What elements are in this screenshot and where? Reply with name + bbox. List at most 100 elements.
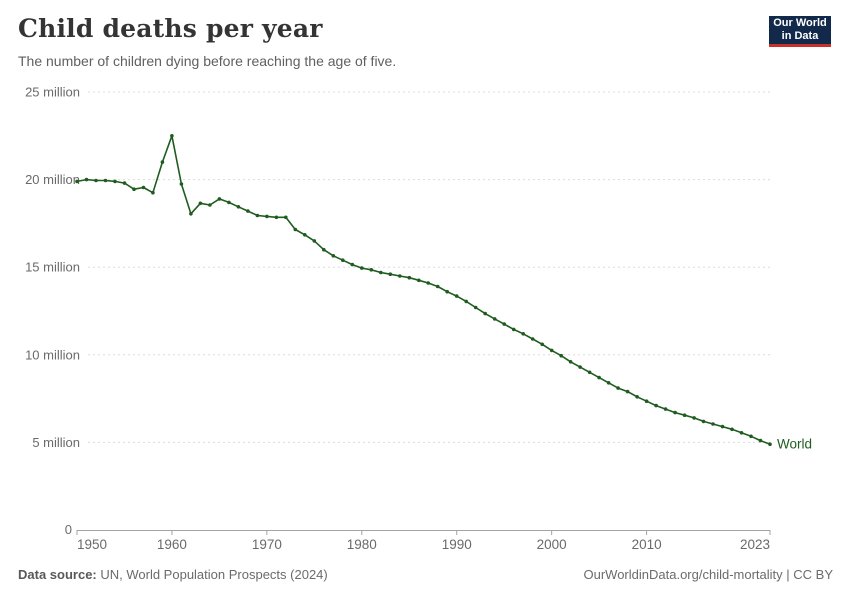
data-point-marker xyxy=(435,284,440,289)
data-point-marker xyxy=(445,289,450,294)
data-point-marker xyxy=(540,342,544,347)
data-point-marker xyxy=(208,203,212,207)
data-point-marker xyxy=(530,337,535,341)
data-point-marker xyxy=(682,413,687,418)
data-point-marker xyxy=(758,438,763,443)
data-point-marker xyxy=(720,424,725,429)
data-point-marker xyxy=(407,275,412,280)
data-point-marker xyxy=(360,266,364,270)
data-point-marker xyxy=(701,419,706,424)
world-line xyxy=(76,135,771,446)
data-point-marker xyxy=(730,427,734,432)
data-point-marker xyxy=(673,410,677,415)
data-point-marker xyxy=(559,353,563,358)
data-point-marker xyxy=(749,434,753,439)
data-point-marker xyxy=(388,272,393,277)
data-point-marker xyxy=(160,160,165,164)
data-point-marker xyxy=(179,182,184,186)
x-axis-label: 1980 xyxy=(347,537,377,552)
owid-logo[interactable]: Our World in Data xyxy=(769,16,831,47)
world-end-label: World xyxy=(777,437,812,452)
data-point-marker xyxy=(502,322,507,326)
y-axis-label: 10 million xyxy=(25,347,80,362)
data-point-marker xyxy=(578,365,582,369)
y-axis-label-0: 0 xyxy=(65,522,72,537)
data-point-marker xyxy=(350,262,355,267)
data-point-marker xyxy=(236,205,241,209)
chart-footer: Data source: UN, World Population Prospe… xyxy=(18,567,833,582)
data-point-marker xyxy=(587,370,592,375)
data-point-marker xyxy=(606,381,611,385)
data-point-marker xyxy=(454,294,459,298)
data-point-marker xyxy=(103,178,108,183)
x-axis-label: 1950 xyxy=(77,537,107,552)
x-axis-label: 1970 xyxy=(252,537,282,552)
data-point-marker xyxy=(151,190,155,195)
data-point-marker xyxy=(711,422,715,426)
data-source-text: Data source: UN, World Population Prospe… xyxy=(18,567,328,582)
data-point-marker xyxy=(141,185,146,190)
x-axis-label: 1960 xyxy=(157,537,187,552)
data-point-marker xyxy=(597,375,601,380)
data-point-marker xyxy=(189,212,193,216)
x-axis-label: 1990 xyxy=(442,537,472,552)
data-point-marker xyxy=(341,258,345,263)
data-point-marker xyxy=(312,239,317,243)
y-axis-label: 25 million xyxy=(25,85,80,100)
data-point-marker xyxy=(426,281,431,285)
chart-url-link[interactable]: OurWorldinData.org/child-mortality | CC … xyxy=(583,567,834,582)
data-point-marker xyxy=(331,254,336,258)
data-point-marker xyxy=(417,278,421,283)
data-point-marker xyxy=(635,395,639,399)
chart-subtitle: The number of children dying before reac… xyxy=(18,53,397,69)
data-point-marker xyxy=(616,386,620,390)
data-point-marker xyxy=(768,442,772,447)
data-point-marker xyxy=(293,227,298,232)
data-point-marker xyxy=(483,311,488,316)
x-axis-label: 2000 xyxy=(537,537,567,552)
data-point-marker xyxy=(274,215,279,220)
data-point-marker xyxy=(198,201,203,206)
data-point-marker xyxy=(663,407,668,411)
data-point-marker xyxy=(692,416,696,420)
data-point-marker xyxy=(84,177,89,182)
data-point-marker xyxy=(398,274,402,278)
data-point-marker xyxy=(246,209,250,213)
data-point-marker xyxy=(227,200,231,205)
data-point-marker xyxy=(492,317,497,321)
y-axis-label: 15 million xyxy=(25,260,80,275)
data-point-marker xyxy=(170,134,174,138)
data-point-marker xyxy=(255,213,260,218)
data-point-marker xyxy=(303,233,307,237)
data-point-marker xyxy=(379,270,383,275)
data-point-marker xyxy=(464,299,469,304)
data-source-label: Data source: xyxy=(18,567,97,582)
data-point-marker xyxy=(511,327,516,332)
x-axis-label: 2010 xyxy=(632,537,662,552)
data-point-marker xyxy=(549,348,554,353)
data-point-marker xyxy=(132,187,136,191)
data-point-marker xyxy=(265,214,269,219)
owid-logo-line2: in Data xyxy=(781,30,819,42)
data-point-marker xyxy=(521,332,525,336)
data-point-marker xyxy=(322,247,326,252)
data-point-marker xyxy=(113,179,117,184)
data-point-marker xyxy=(654,403,658,408)
data-point-marker xyxy=(75,179,79,184)
owid-logo-line1: Our World xyxy=(773,17,827,29)
x-axis-label: 2023 xyxy=(740,537,770,552)
data-source-value: UN, World Population Prospects (2024) xyxy=(96,567,328,582)
data-point-marker xyxy=(625,389,630,394)
chart-title: Child deaths per year xyxy=(18,14,323,43)
data-point-marker xyxy=(473,305,478,310)
data-point-marker xyxy=(217,197,222,201)
data-point-marker xyxy=(568,360,573,364)
data-point-marker xyxy=(739,431,744,435)
data-point-marker xyxy=(369,268,374,272)
data-point-marker xyxy=(94,178,98,183)
data-point-marker xyxy=(644,399,649,404)
y-axis-label: 20 million xyxy=(25,172,80,187)
data-point-marker xyxy=(284,215,288,220)
data-point-marker xyxy=(122,181,127,185)
